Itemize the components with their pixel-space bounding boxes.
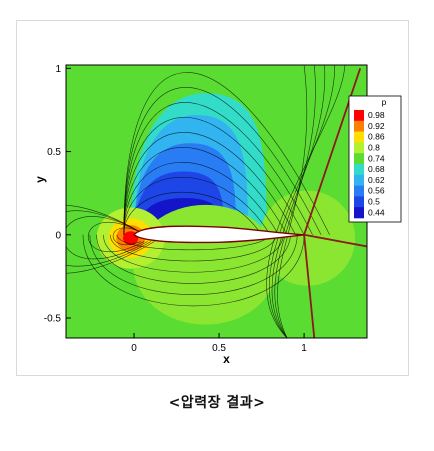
legend-label-2: 0.86: [368, 132, 385, 142]
contour-line-2: [123, 162, 279, 235]
contour-line-1: [123, 176, 271, 235]
contour-line-7: [123, 87, 322, 235]
contour-line-15: [112, 227, 141, 245]
contour-line-3: [123, 147, 288, 235]
contour-line-20: [277, 65, 308, 338]
x-tick-label-1: 0.5: [212, 343, 226, 354]
contour-line-5: [123, 117, 305, 235]
x-axis-label: x: [223, 352, 230, 366]
contour-line-23: [268, 65, 335, 338]
legend-swatch-6: [354, 174, 364, 186]
contour-line-8: [123, 72, 330, 235]
y-tick-label-3: 1: [55, 64, 61, 75]
legend-swatch-0: [354, 110, 364, 122]
legend-swatch-4: [354, 153, 364, 165]
contour-line-4: [123, 132, 296, 235]
contour-line-21: [274, 65, 316, 338]
contour-line-22: [271, 65, 326, 338]
figure-caption: <압력장 결과>: [168, 395, 266, 411]
contour-line-16: [87, 221, 145, 253]
contour-line-24: [266, 65, 346, 338]
y-tick-label-0: -0.5: [44, 314, 62, 325]
contour-line-10: [109, 234, 278, 262]
legend-title: p: [382, 97, 387, 107]
shock-line-1: [303, 234, 316, 338]
x-tick-label-2: 1: [301, 343, 307, 354]
legend-swatch-8: [354, 196, 364, 208]
shock-line-2: [303, 233, 367, 248]
legend-swatch-1: [354, 120, 364, 132]
legend-swatch-5: [354, 164, 364, 176]
y-tick-label-1: 0: [55, 230, 61, 241]
legend-swatch-2: [354, 131, 364, 143]
x-tick-label-0: 0: [131, 343, 137, 354]
legend-label-1: 0.92: [368, 121, 385, 131]
legend-label-0: 0.98: [368, 110, 385, 120]
airfoil-shape: [133, 225, 305, 244]
legend-label-5: 0.68: [368, 164, 385, 174]
legend-swatch-9: [354, 207, 364, 219]
y-axis-label: y: [33, 176, 47, 183]
contour-line-6: [123, 102, 313, 235]
legend-label-4: 0.74: [368, 153, 385, 163]
legend-label-6: 0.62: [368, 175, 385, 185]
legend-label-8: 0.5: [368, 197, 380, 207]
contour-line-0: [123, 191, 262, 235]
legend-label-7: 0.56: [368, 186, 385, 196]
legend-label-9: 0.44: [368, 207, 385, 217]
legend-label-3: 0.8: [368, 143, 380, 153]
y-tick-label-2: 0.5: [47, 147, 61, 158]
legend-swatch-3: [354, 142, 364, 154]
legend-swatch-7: [354, 185, 364, 197]
